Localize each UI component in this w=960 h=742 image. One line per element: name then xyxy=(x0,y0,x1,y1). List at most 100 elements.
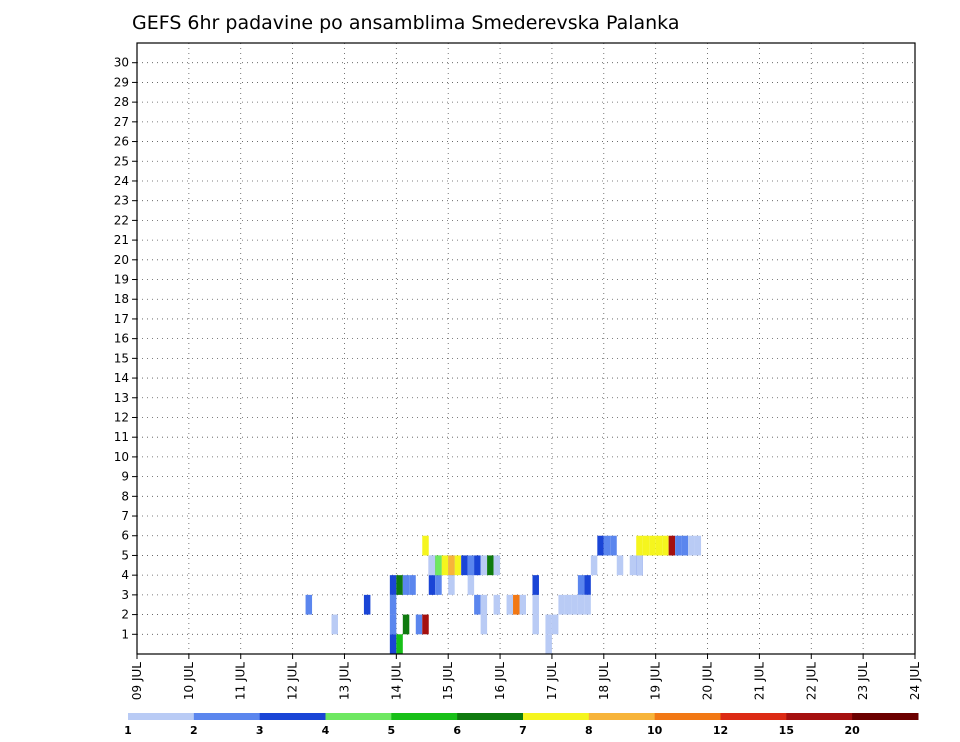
x-tick-label: 12 JUL xyxy=(286,662,300,700)
y-tick-label: 12 xyxy=(114,410,129,424)
y-tick-label: 9 xyxy=(121,470,129,484)
y-tick-label: 18 xyxy=(114,292,129,306)
data-cell xyxy=(331,614,338,635)
data-cell xyxy=(616,555,624,576)
y-tick-label: 14 xyxy=(114,371,129,385)
legend-label: 4 xyxy=(322,724,330,737)
x-tick-label: 18 JUL xyxy=(597,662,611,700)
data-cell xyxy=(629,555,637,576)
y-tick-label: 6 xyxy=(121,529,129,543)
data-cell xyxy=(461,555,468,576)
legend-label: 3 xyxy=(256,724,264,737)
data-cell xyxy=(590,555,598,576)
x-axis-ticks: 09 JUL 10 JUL 11 JUL 12 JUL 13 JUL 14 JUL 15 J… xyxy=(130,654,922,700)
y-tick-label: 25 xyxy=(114,154,129,168)
y-tick-label: 3 xyxy=(121,588,129,602)
data-cell xyxy=(636,535,643,556)
legend-label: 20 xyxy=(845,724,861,737)
legend-swatch xyxy=(588,713,656,720)
data-cell xyxy=(610,535,617,556)
data-cell xyxy=(545,634,552,654)
x-tick-label: 09 JUL xyxy=(130,662,144,700)
y-tick-label: 1 xyxy=(121,627,129,641)
data-cell xyxy=(584,594,591,615)
y-tick-label: 19 xyxy=(114,273,129,287)
data-cell xyxy=(480,555,488,576)
legend-label: 1 xyxy=(124,724,132,737)
x-tick-label: 19 JUL xyxy=(649,662,663,700)
y-tick-label: 27 xyxy=(114,115,129,129)
y-tick-label: 24 xyxy=(114,174,129,188)
data-cell xyxy=(389,634,397,654)
data-cell xyxy=(513,594,520,615)
y-tick-label: 30 xyxy=(114,56,129,70)
data-cell xyxy=(474,594,481,615)
data-cell xyxy=(422,535,429,556)
legend-swatch xyxy=(523,713,590,720)
y-axis-ticks: 1234567891011121314151617181920212223242… xyxy=(114,56,137,641)
data-cell xyxy=(363,594,371,615)
data-cell xyxy=(681,535,689,556)
x-tick-label: 10 JUL xyxy=(182,662,196,700)
y-tick-label: 23 xyxy=(114,194,129,208)
data-cell xyxy=(435,575,442,595)
data-cell xyxy=(441,555,449,576)
legend-swatch xyxy=(720,713,787,720)
data-cell xyxy=(402,614,410,635)
legend-swatch xyxy=(325,713,392,720)
legend-swatch xyxy=(391,713,458,720)
data-cell xyxy=(402,575,410,595)
x-tick-label: 15 JUL xyxy=(441,662,455,700)
data-cell xyxy=(480,594,488,615)
legend-label: 15 xyxy=(779,724,794,737)
data-cell xyxy=(597,535,604,556)
y-tick-label: 29 xyxy=(114,75,129,89)
x-tick-label: 22 JUL xyxy=(804,662,818,700)
x-tick-label: 14 JUL xyxy=(389,662,403,700)
data-cell xyxy=(532,575,539,595)
data-cell xyxy=(428,575,436,595)
x-tick-label: 20 JUL xyxy=(701,662,715,700)
y-tick-label: 26 xyxy=(114,135,129,149)
color-legend: 1 2 3 4 5 6 7 8 10 12 15 20 xyxy=(124,713,919,737)
data-cell xyxy=(655,535,663,556)
y-tick-label: 7 xyxy=(121,509,129,523)
legend-label: 12 xyxy=(713,724,728,737)
data-cell xyxy=(636,555,643,576)
legend-label: 5 xyxy=(388,724,396,737)
x-tick-label: 21 JUL xyxy=(752,662,766,700)
y-tick-label: 8 xyxy=(121,489,129,503)
data-cell xyxy=(428,555,436,576)
data-cell xyxy=(415,614,423,635)
data-cell xyxy=(694,535,702,556)
y-tick-label: 5 xyxy=(121,548,129,562)
data-cell xyxy=(571,594,578,615)
legend-swatch xyxy=(654,713,721,720)
data-cell xyxy=(662,535,669,556)
legend-label: 7 xyxy=(519,724,527,737)
data-cell xyxy=(467,575,475,595)
chart-title: GEFS 6hr padavine po ansamblima Smederev… xyxy=(132,12,679,34)
y-tick-label: 16 xyxy=(114,332,129,346)
data-cell xyxy=(506,594,514,615)
data-cell xyxy=(435,555,442,576)
x-tick-label: 16 JUL xyxy=(493,662,507,700)
data-cell xyxy=(409,575,416,595)
data-cell xyxy=(551,614,559,635)
data-cell xyxy=(577,594,585,615)
data-cell xyxy=(493,594,501,615)
data-cell xyxy=(305,594,313,615)
y-tick-label: 2 xyxy=(121,608,129,622)
data-cell xyxy=(454,555,462,576)
data-cell xyxy=(493,555,501,576)
y-tick-label: 20 xyxy=(114,253,129,267)
y-tick-label: 11 xyxy=(114,430,129,444)
data-cell xyxy=(448,555,455,576)
legend-swatch xyxy=(259,713,326,720)
x-tick-label: 11 JUL xyxy=(234,662,248,700)
data-cell xyxy=(422,614,429,635)
legend-swatch xyxy=(457,713,524,720)
data-cell xyxy=(564,594,572,615)
data-cells xyxy=(305,535,702,654)
data-cell xyxy=(688,535,695,556)
